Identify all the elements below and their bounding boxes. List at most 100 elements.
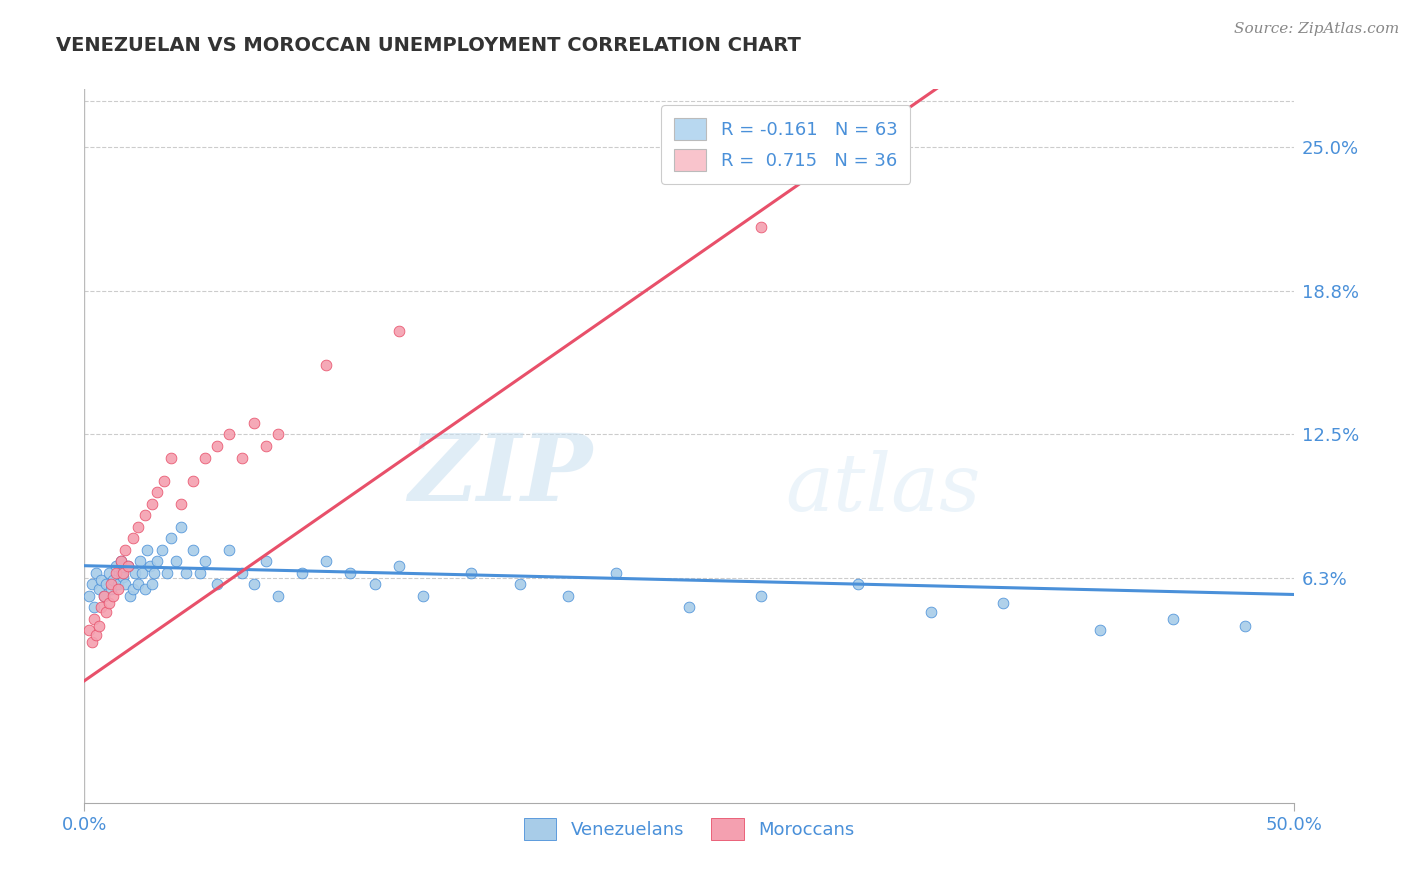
Point — [143, 566, 166, 580]
Point — [920, 605, 942, 619]
Point — [194, 554, 217, 568]
Point — [110, 554, 132, 568]
Point — [339, 566, 361, 580]
Point — [254, 439, 277, 453]
Point — [86, 566, 108, 580]
Point — [107, 582, 129, 596]
Point — [80, 577, 103, 591]
Point — [100, 582, 122, 596]
Point — [267, 589, 290, 603]
Point — [751, 220, 773, 235]
Point — [103, 589, 125, 603]
Point — [104, 566, 127, 580]
Point — [242, 577, 264, 591]
Point — [412, 589, 434, 603]
Point — [90, 573, 112, 587]
Point — [315, 359, 337, 373]
Point — [291, 566, 314, 580]
Point — [557, 589, 579, 603]
Point — [207, 439, 229, 453]
Point — [190, 566, 212, 580]
Point — [242, 416, 264, 430]
Point — [605, 566, 627, 580]
Point — [174, 566, 197, 580]
Point — [165, 554, 187, 568]
Point — [83, 612, 105, 626]
Point — [153, 474, 176, 488]
Point — [114, 542, 136, 557]
Point — [846, 577, 869, 591]
Point — [194, 450, 217, 465]
Point — [267, 427, 290, 442]
Point — [460, 566, 482, 580]
Point — [1088, 623, 1111, 637]
Point — [117, 558, 139, 573]
Text: ZIP: ZIP — [408, 430, 592, 519]
Point — [87, 582, 110, 596]
Point — [120, 589, 142, 603]
Point — [97, 595, 120, 609]
Point — [83, 600, 105, 615]
Point — [77, 589, 100, 603]
Point — [170, 519, 193, 533]
Point — [107, 577, 129, 591]
Point — [146, 554, 169, 568]
Point — [146, 485, 169, 500]
Point — [315, 554, 337, 568]
Point — [93, 589, 115, 603]
Point — [121, 582, 143, 596]
Point — [231, 566, 253, 580]
Point — [138, 558, 160, 573]
Point — [127, 519, 149, 533]
Point — [231, 450, 253, 465]
Text: atlas: atlas — [786, 450, 981, 527]
Point — [77, 623, 100, 637]
Point — [218, 542, 240, 557]
Point — [110, 554, 132, 568]
Point — [254, 554, 277, 568]
Point — [1234, 618, 1257, 632]
Point — [93, 589, 115, 603]
Point — [112, 566, 135, 580]
Point — [94, 605, 117, 619]
Point — [155, 566, 177, 580]
Legend: Venezuelans, Moroccans: Venezuelans, Moroccans — [516, 811, 862, 847]
Point — [170, 497, 193, 511]
Point — [97, 566, 120, 580]
Point — [509, 577, 531, 591]
Point — [86, 628, 108, 642]
Point — [124, 566, 146, 580]
Text: Source: ZipAtlas.com: Source: ZipAtlas.com — [1233, 22, 1399, 37]
Point — [117, 558, 139, 573]
Point — [121, 531, 143, 545]
Point — [94, 577, 117, 591]
Point — [134, 508, 156, 522]
Point — [141, 577, 163, 591]
Point — [388, 558, 411, 573]
Point — [90, 600, 112, 615]
Point — [141, 497, 163, 511]
Point — [218, 427, 240, 442]
Point — [127, 577, 149, 591]
Point — [134, 582, 156, 596]
Point — [100, 577, 122, 591]
Point — [1161, 612, 1184, 626]
Point — [751, 589, 773, 603]
Point — [207, 577, 229, 591]
Point — [112, 570, 135, 584]
Point — [993, 595, 1015, 609]
Point — [136, 542, 159, 557]
Point — [160, 531, 183, 545]
Point — [131, 566, 153, 580]
Text: VENEZUELAN VS MOROCCAN UNEMPLOYMENT CORRELATION CHART: VENEZUELAN VS MOROCCAN UNEMPLOYMENT CORR… — [56, 36, 801, 54]
Point — [160, 450, 183, 465]
Point — [114, 577, 136, 591]
Point — [103, 573, 125, 587]
Point — [363, 577, 385, 591]
Point — [80, 634, 103, 648]
Point — [181, 474, 204, 488]
Point — [110, 566, 132, 580]
Point — [150, 542, 173, 557]
Point — [129, 554, 152, 568]
Point — [104, 558, 127, 573]
